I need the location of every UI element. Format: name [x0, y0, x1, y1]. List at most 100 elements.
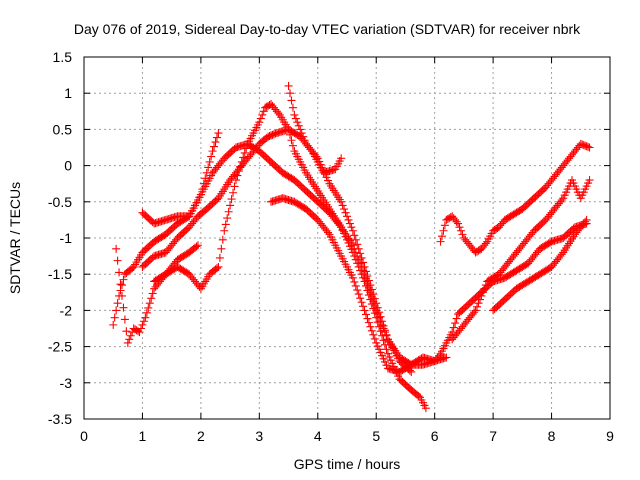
data-point	[350, 252, 359, 261]
data-point	[138, 320, 147, 329]
data-point	[584, 142, 593, 151]
data-point	[139, 317, 148, 326]
data-point	[337, 197, 346, 206]
data-point	[364, 318, 373, 327]
data-point	[382, 330, 391, 339]
data-point	[205, 157, 214, 166]
y-tick-label: -3.5	[48, 411, 72, 427]
data-point	[215, 253, 224, 262]
data-point	[141, 313, 150, 322]
y-tick-label: 0	[64, 158, 72, 174]
data-point	[360, 277, 369, 286]
data-point	[366, 322, 375, 331]
data-point	[193, 241, 202, 250]
data-point	[256, 114, 265, 123]
data-point	[361, 267, 370, 276]
data-point	[354, 290, 363, 299]
data-point	[356, 266, 365, 275]
data-point	[211, 138, 220, 147]
data-point	[147, 294, 156, 303]
data-point	[353, 240, 362, 249]
data-point	[477, 291, 486, 300]
data-point	[296, 125, 305, 134]
data-point	[341, 208, 350, 217]
x-tick-label: 9	[606, 428, 614, 444]
chart-title: Day 076 of 2019, Sidereal Day-to-day VTE…	[74, 21, 581, 37]
data-point	[237, 157, 246, 166]
data-point	[366, 281, 375, 290]
data-point	[370, 309, 379, 318]
data-point	[288, 103, 297, 112]
data-point	[366, 295, 375, 304]
data-point	[286, 89, 295, 98]
data-point	[353, 259, 362, 268]
x-tick-label: 0	[80, 428, 88, 444]
data-point	[112, 244, 121, 253]
data-point	[109, 320, 118, 329]
data-point	[287, 96, 296, 105]
data-point	[345, 219, 354, 228]
data-point	[357, 298, 366, 307]
data-point	[204, 163, 213, 172]
data-point	[290, 110, 299, 119]
data-point	[442, 353, 451, 362]
data-point	[350, 277, 359, 286]
data-point	[255, 118, 264, 127]
data-point	[148, 289, 157, 298]
y-tick-label: 1	[64, 85, 72, 101]
x-tick-labels: 0 1 2 3 4 5 6 7 8 9	[80, 428, 614, 444]
data-point	[582, 215, 591, 224]
data-point	[113, 256, 122, 265]
data-point	[378, 317, 387, 326]
data-point	[110, 313, 119, 322]
data-point	[350, 231, 359, 240]
y-tick-label: -2.5	[48, 339, 72, 355]
data-point	[480, 284, 489, 293]
data-point	[208, 147, 217, 156]
data-point	[217, 244, 226, 253]
data-point	[382, 345, 391, 354]
series-arc-5	[150, 100, 430, 413]
y-tick-labels: 1.5 1 0.5 0 -0.5 -1 -1.5 -2 -2.5 -3 -3.5	[48, 49, 72, 427]
data-point	[359, 273, 368, 282]
x-axis-label: GPS time / hours	[294, 456, 401, 472]
data-point	[373, 303, 382, 312]
data-point	[458, 230, 467, 239]
data-point	[112, 306, 121, 315]
data-point	[344, 215, 353, 224]
data-point	[338, 201, 347, 210]
data-point	[221, 220, 230, 229]
y-tick-label: -1	[60, 230, 73, 246]
data-point	[375, 322, 384, 331]
x-tick-label: 4	[314, 428, 322, 444]
data-point	[300, 136, 309, 145]
data-point	[481, 281, 490, 290]
data-point	[348, 226, 357, 235]
data-point	[220, 226, 229, 235]
data-point	[120, 315, 129, 324]
data-point	[259, 107, 268, 116]
data-point	[347, 223, 356, 232]
data-point	[359, 258, 368, 267]
data-point	[421, 404, 430, 413]
data-point	[372, 313, 381, 322]
data-point	[284, 81, 293, 90]
data-point	[312, 152, 321, 161]
data-point	[299, 132, 308, 141]
data-point	[357, 253, 366, 262]
tick-layer	[83, 56, 611, 420]
data-point	[136, 324, 145, 333]
data-point	[144, 303, 153, 312]
data-point	[379, 336, 388, 345]
data-point	[376, 312, 385, 321]
data-point	[123, 338, 132, 347]
data-point	[364, 276, 373, 285]
y-tick-label: -3	[60, 375, 73, 391]
data-point	[351, 235, 360, 244]
data-point	[449, 323, 458, 332]
data-point	[212, 133, 221, 142]
data-point	[360, 306, 369, 315]
data-point	[379, 321, 388, 330]
x-tick-label: 7	[489, 428, 497, 444]
